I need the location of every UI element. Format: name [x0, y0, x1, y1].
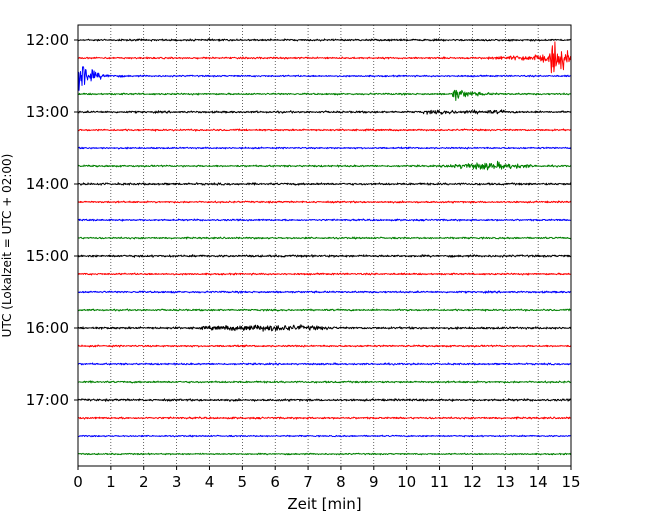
x-tick-label: 10 — [397, 473, 416, 491]
x-tick-label: 13 — [496, 473, 515, 491]
trace-line — [78, 291, 571, 293]
y-tick-label: 12:00 — [26, 31, 69, 49]
x-axis-label: Zeit [min] — [287, 495, 361, 513]
x-tick-label: 15 — [561, 473, 580, 491]
trace-line — [78, 42, 571, 73]
y-ticks: 12:00 13:00 14:00 15:00 16:00 17:00 — [26, 31, 78, 409]
y-tick-label: 16:00 — [26, 319, 69, 337]
trace-line — [78, 147, 571, 149]
x-tick-label: 11 — [430, 473, 449, 491]
x-tick-label: 6 — [270, 473, 280, 491]
x-tick-label: 12 — [463, 473, 482, 491]
x-tick-label: 1 — [106, 473, 116, 491]
trace-line — [78, 417, 571, 419]
trace-line — [78, 255, 571, 258]
x-tick-label: 9 — [369, 473, 379, 491]
trace-line — [78, 381, 571, 383]
x-ticks: 0 1 2 3 4 5 6 7 8 9 10 11 12 13 14 15 — [73, 466, 580, 491]
y-axis-label: UTC (Lokalzeit = UTC + 02:00) — [0, 154, 14, 338]
x-tick-label: 5 — [238, 473, 248, 491]
trace-line — [78, 90, 571, 100]
trace-line — [78, 273, 571, 275]
trace-line — [78, 237, 571, 239]
y-tick-label: 13:00 — [26, 103, 69, 121]
trace-line — [78, 435, 571, 437]
trace-line — [78, 325, 571, 332]
trace-line — [78, 309, 571, 311]
y-tick-label: 14:00 — [26, 175, 69, 193]
trace-line — [78, 345, 571, 347]
x-tick-label: 8 — [336, 473, 346, 491]
trace-line — [78, 219, 571, 221]
x-tick-label: 7 — [303, 473, 313, 491]
y-tick-label: 17:00 — [26, 391, 69, 409]
trace-line — [78, 110, 571, 114]
trace-line — [78, 201, 571, 203]
x-tick-label: 2 — [139, 473, 149, 491]
trace-line — [78, 67, 571, 91]
trace-line — [78, 39, 571, 41]
x-tick-label: 4 — [205, 473, 215, 491]
trace-line — [78, 129, 571, 131]
x-tick-label: 3 — [172, 473, 182, 491]
x-tick-label: 0 — [73, 473, 83, 491]
y-tick-label: 15:00 — [26, 247, 69, 265]
trace-line — [78, 183, 571, 186]
trace-line — [78, 399, 571, 402]
trace-line — [78, 161, 571, 170]
trace-line — [78, 453, 571, 455]
trace-line — [78, 363, 571, 365]
traces — [78, 39, 571, 455]
x-tick-label: 14 — [529, 473, 548, 491]
